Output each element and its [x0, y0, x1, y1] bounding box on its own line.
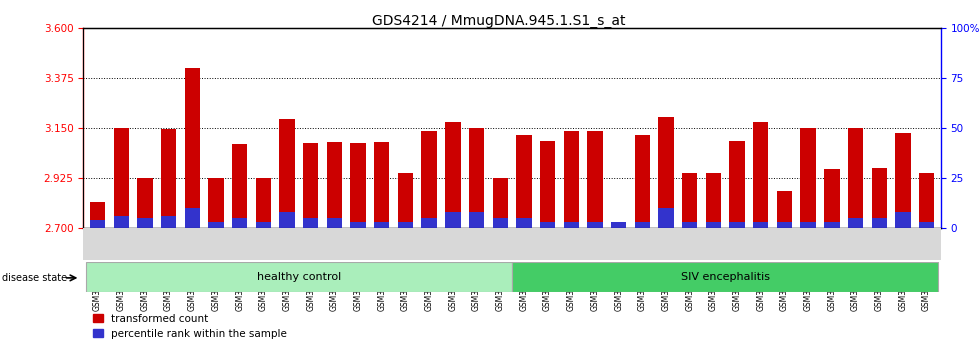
Bar [706, 222, 721, 228]
Bar [493, 178, 508, 228]
Bar [659, 209, 673, 228]
Bar [303, 218, 318, 228]
Bar [848, 129, 863, 228]
Bar [564, 131, 579, 228]
Bar [184, 209, 200, 228]
Bar [848, 218, 863, 228]
Bar [256, 222, 271, 228]
Bar [326, 218, 342, 228]
Bar [540, 141, 556, 228]
Text: disease state: disease state [2, 273, 67, 283]
Bar [232, 218, 247, 228]
Bar [540, 222, 556, 228]
Bar [85, 262, 512, 292]
Bar [90, 220, 105, 228]
Bar [184, 68, 200, 228]
Bar [682, 173, 698, 228]
Bar [161, 216, 176, 228]
Bar [161, 130, 176, 228]
Bar [468, 212, 484, 228]
Bar [895, 212, 910, 228]
Bar [445, 212, 461, 228]
Bar [635, 222, 650, 228]
Text: GDS4214 / MmugDNA.945.1.S1_s_at: GDS4214 / MmugDNA.945.1.S1_s_at [372, 14, 626, 28]
Bar [493, 218, 508, 228]
Bar [114, 129, 129, 228]
Bar [279, 212, 295, 228]
Bar [326, 142, 342, 228]
Bar [824, 170, 840, 228]
Bar [729, 141, 745, 228]
Bar [587, 131, 603, 228]
Bar [114, 216, 129, 228]
Bar [777, 222, 792, 228]
Bar [706, 173, 721, 228]
Bar [256, 178, 271, 228]
Bar [445, 122, 461, 228]
Bar [587, 222, 603, 228]
Bar [374, 142, 389, 228]
Bar [137, 178, 153, 228]
Text: healthy control: healthy control [257, 272, 341, 282]
Bar [895, 133, 910, 228]
Bar [801, 129, 815, 228]
Bar [729, 222, 745, 228]
Bar [753, 122, 768, 228]
Bar [516, 135, 531, 228]
Bar [611, 222, 626, 228]
Bar [777, 190, 792, 228]
Bar [209, 178, 223, 228]
Bar [351, 143, 366, 228]
Bar [279, 119, 295, 228]
Bar [659, 117, 673, 228]
Bar [232, 144, 247, 228]
Bar [351, 222, 366, 228]
Legend: transformed count, percentile rank within the sample: transformed count, percentile rank withi… [88, 310, 291, 343]
Bar [209, 222, 223, 228]
Bar [421, 218, 437, 228]
Bar [871, 169, 887, 228]
Bar [421, 131, 437, 228]
Bar [398, 222, 414, 228]
Bar [871, 218, 887, 228]
Bar [919, 173, 934, 228]
Bar [801, 222, 815, 228]
Text: SIV encephalitis: SIV encephalitis [681, 272, 769, 282]
Bar [303, 143, 318, 228]
Bar [516, 218, 531, 228]
Bar [564, 222, 579, 228]
Bar [137, 218, 153, 228]
Bar [635, 135, 650, 228]
Bar [611, 228, 626, 244]
Bar [753, 222, 768, 228]
Bar [374, 222, 389, 228]
Bar [682, 222, 698, 228]
Bar [398, 173, 414, 228]
Bar [468, 129, 484, 228]
Bar [919, 222, 934, 228]
Bar [824, 222, 840, 228]
Bar [90, 202, 105, 228]
Bar [512, 262, 939, 292]
